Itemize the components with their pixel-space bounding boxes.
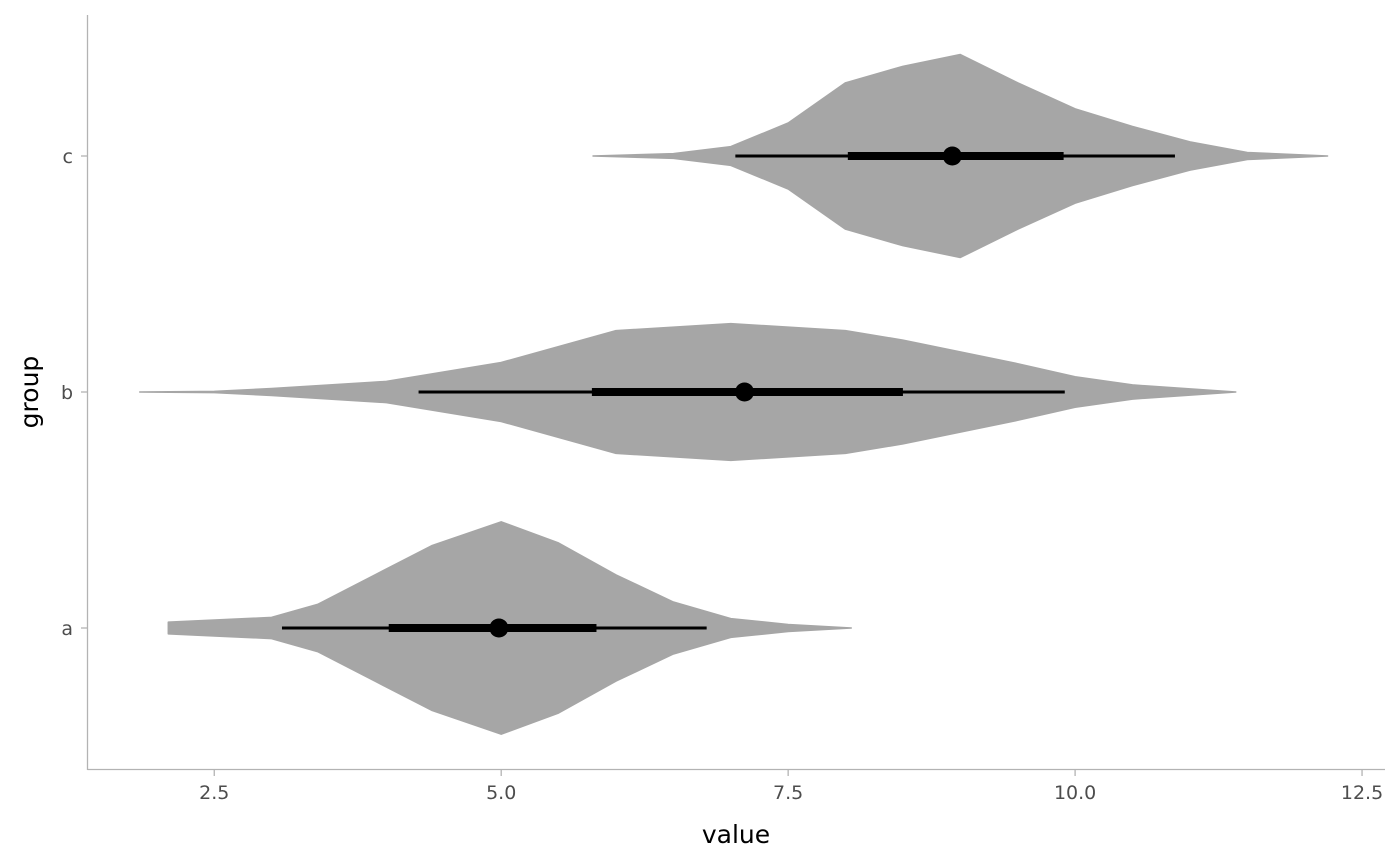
x-axis-ticks: 2.5 5.0 7.5 10.0 12.5	[199, 770, 1383, 804]
point-estimate-b	[735, 382, 755, 402]
point-estimate-c	[942, 146, 962, 166]
y-tick-label: c	[63, 146, 73, 168]
y-tick-label: a	[61, 618, 73, 640]
x-tick-label: 12.5	[1341, 782, 1383, 804]
x-tick-label: 5.0	[486, 782, 516, 804]
violins-layer	[138, 53, 1329, 735]
violin-group-c	[592, 53, 1329, 259]
y-tick-label: b	[61, 382, 73, 404]
point-estimate-a	[489, 618, 509, 638]
y-axis-ticks: a b c	[61, 146, 87, 640]
y-axis-title: group	[15, 356, 44, 429]
x-tick-label: 7.5	[773, 782, 803, 804]
x-tick-label: 10.0	[1054, 782, 1096, 804]
x-axis-title: value	[702, 820, 770, 849]
violin-group-b	[138, 322, 1237, 462]
violin-group-a	[167, 521, 853, 735]
x-tick-label: 2.5	[199, 782, 229, 804]
